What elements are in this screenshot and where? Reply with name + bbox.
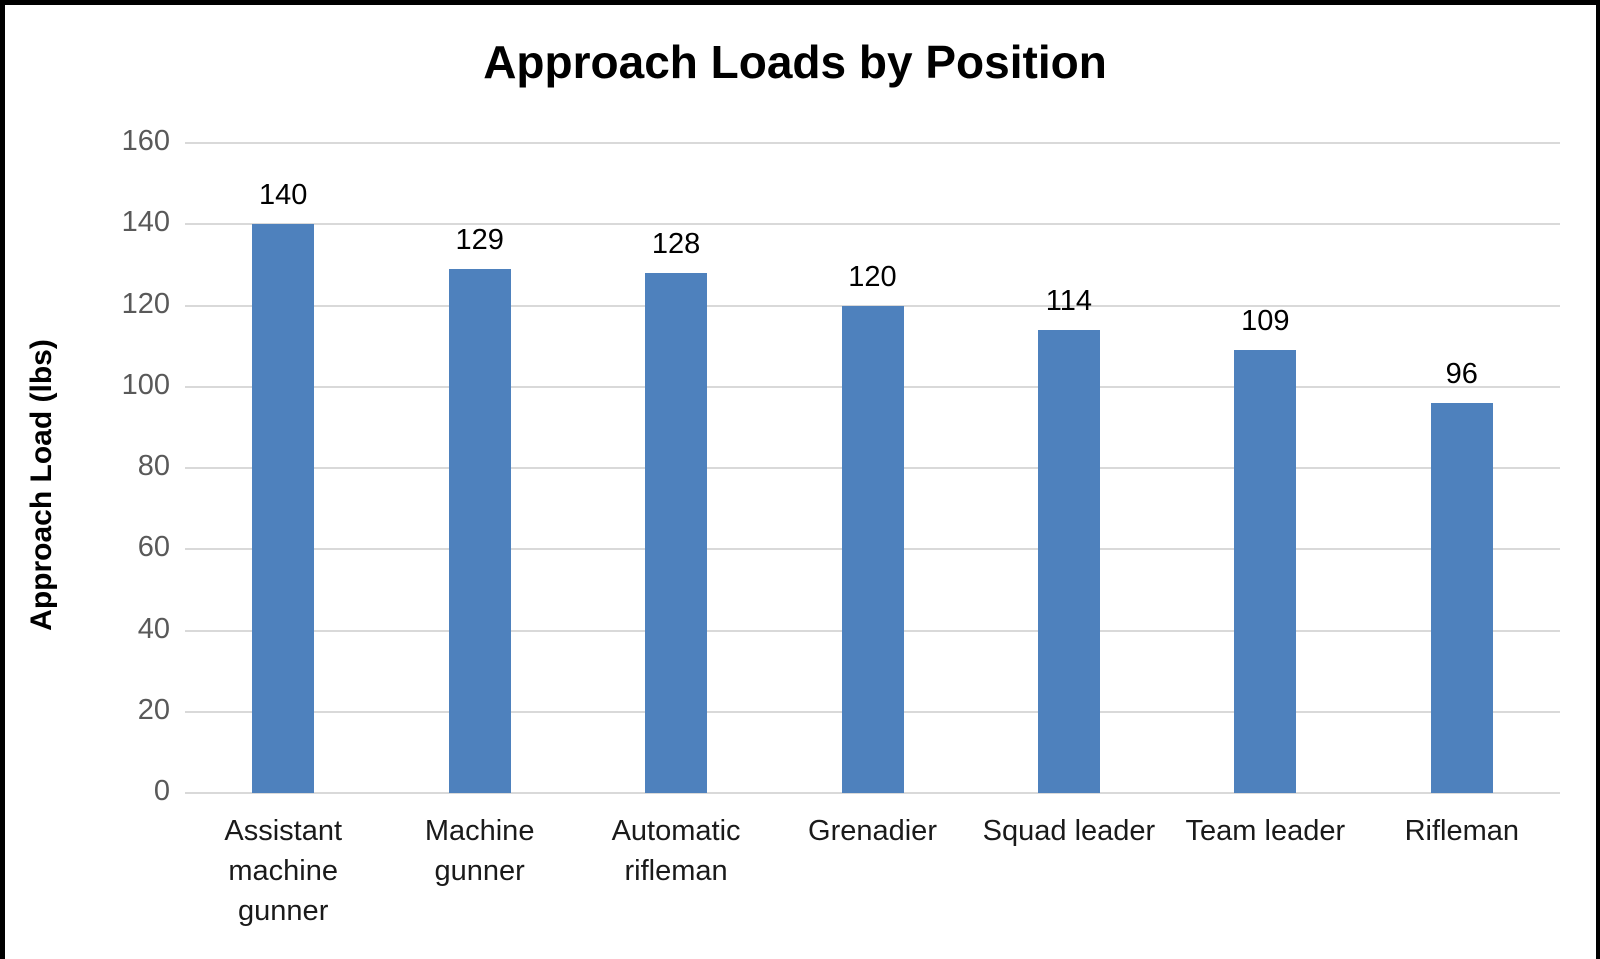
bar bbox=[1234, 350, 1297, 793]
y-tick-label: 100 bbox=[121, 368, 170, 401]
bar bbox=[252, 224, 315, 793]
y-tick-label: 20 bbox=[137, 693, 170, 726]
category-label: Rifleman bbox=[1404, 815, 1519, 847]
category-label: Automatic rifleman bbox=[611, 815, 741, 887]
y-tick-label: 160 bbox=[121, 125, 170, 157]
bar bbox=[448, 268, 511, 793]
y-tick-label: 80 bbox=[137, 450, 170, 482]
category-label: Team leader bbox=[1185, 815, 1346, 847]
gridline bbox=[185, 223, 1560, 226]
y-tick-label: 40 bbox=[137, 612, 170, 645]
bar-value-label: 120 bbox=[848, 260, 897, 293]
gridline bbox=[185, 142, 1560, 144]
plot-area: 140 129 128 120 114 109 96 bbox=[185, 142, 1560, 794]
y-tick-label: 140 bbox=[121, 206, 170, 239]
category-label: Machine gunner bbox=[424, 815, 535, 887]
bar-value-label: 128 bbox=[651, 228, 701, 260]
bar-value-label: 114 bbox=[1045, 284, 1093, 317]
category-label: Squad leader bbox=[982, 815, 1156, 847]
bar-value-label: 109 bbox=[1241, 305, 1290, 338]
y-tick-label: 60 bbox=[137, 531, 170, 564]
bar bbox=[1430, 403, 1493, 793]
category-label: Grenadier bbox=[808, 815, 937, 847]
bar-value-label: 129 bbox=[455, 223, 504, 256]
bar-value-label: 140 bbox=[259, 179, 308, 212]
y-tick-label: 0 bbox=[153, 775, 170, 807]
bar bbox=[645, 273, 708, 793]
category-label: Assistant machine gunner bbox=[224, 815, 343, 927]
bar bbox=[1037, 329, 1100, 793]
bar bbox=[841, 305, 904, 793]
y-tick-label: 120 bbox=[121, 287, 170, 320]
chart-title: Approach Loads by Position bbox=[483, 36, 1107, 88]
bar-value-label: 96 bbox=[1445, 358, 1478, 390]
x-axis-baseline bbox=[185, 792, 1560, 794]
